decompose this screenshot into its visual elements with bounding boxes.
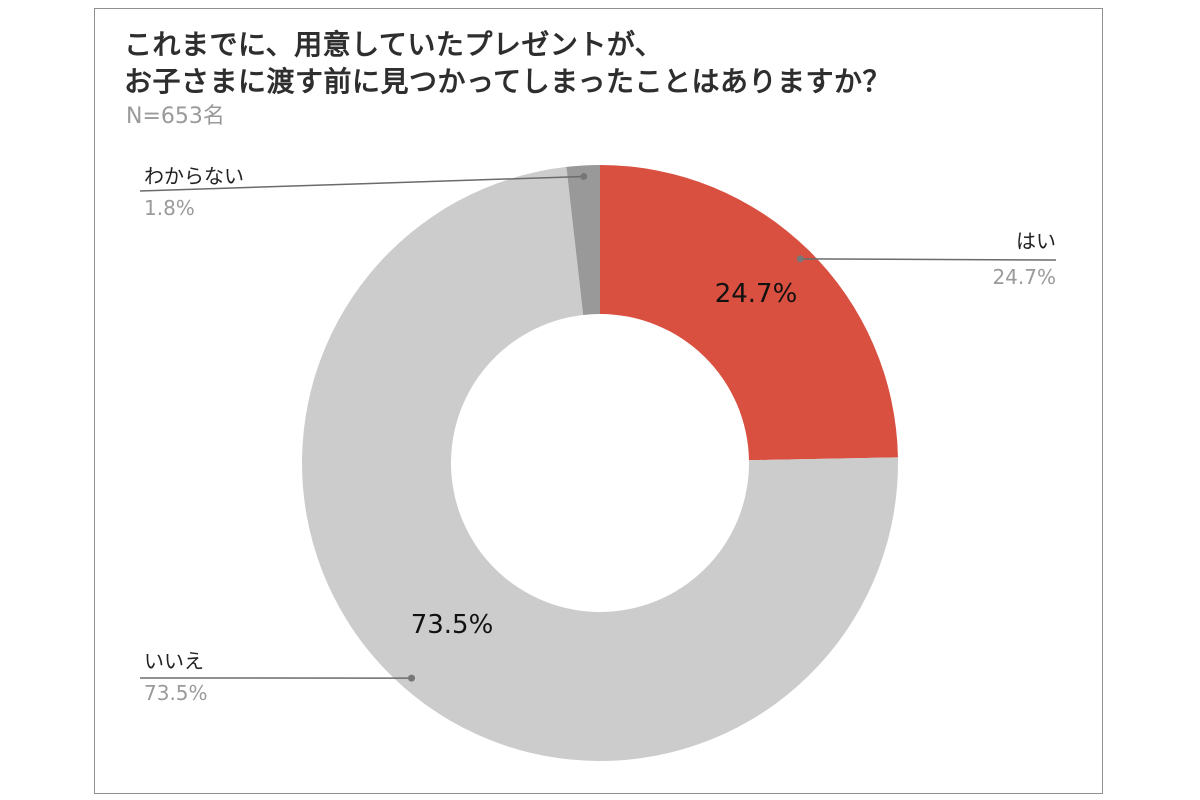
slice-value-label-iie: 73.5% [411, 610, 494, 640]
callout-dot-hai [796, 255, 804, 263]
callout-dot-wakaranai [580, 172, 588, 180]
callout-value-hai: 24.7% [992, 265, 1056, 289]
callout-label-hai: はい [1016, 229, 1056, 253]
callout-line-wakaranai [139, 175, 584, 192]
chart-title: これまでに、用意していたプレゼントが、 お子さまに渡す前に見つかってしまったこと… [124, 26, 891, 100]
callouts-group: はい 24.7% いいえ 73.5% わからない 1.8% [139, 164, 1057, 705]
callout-label-wakaranai: わからない [144, 164, 244, 188]
callout-label-iie: いいえ [144, 649, 204, 673]
slices-group [302, 165, 899, 762]
donut-slice-hai [600, 165, 898, 461]
chart-subtitle: N=653名 [126, 104, 225, 129]
chart-title-line-1: これまでに、用意していたプレゼントが、 [124, 28, 664, 61]
callout-dot-iie [408, 674, 416, 682]
callout-value-iie: 73.5% [144, 681, 208, 705]
callout-value-wakaranai: 1.8% [144, 196, 195, 220]
donut-slice-iie [302, 166, 899, 762]
inner-labels-group: 24.7% 73.5% [411, 279, 798, 640]
callout-line-hai [800, 258, 1057, 261]
donut-slice-wakaranai [566, 165, 600, 315]
slice-value-label-hai: 24.7% [715, 279, 798, 309]
chart-title-line-2: お子さまに渡す前に見つかってしまったことはありますか？ [124, 65, 891, 98]
